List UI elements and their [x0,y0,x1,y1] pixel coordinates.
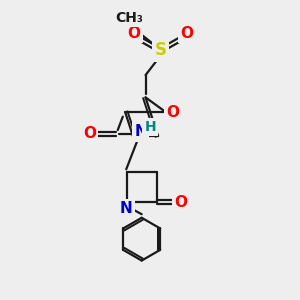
Text: O: O [174,194,188,209]
Text: O: O [180,26,193,41]
Text: N: N [120,201,133,216]
Text: S: S [154,41,166,59]
Text: N: N [134,124,147,139]
Text: O: O [83,126,96,141]
Text: CH₃: CH₃ [115,11,143,25]
Text: O: O [128,26,141,41]
Text: O: O [166,105,179,120]
Text: H: H [144,120,156,134]
